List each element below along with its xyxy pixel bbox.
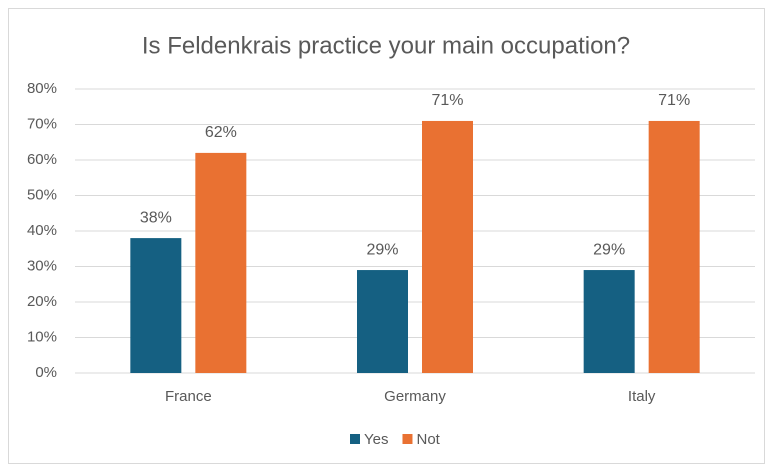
data-label: 62%	[205, 124, 237, 141]
y-tick-label: 40%	[27, 222, 57, 239]
bar	[195, 152, 247, 373]
bar	[648, 120, 700, 373]
data-label: 38%	[140, 209, 172, 226]
legend-label: Yes	[364, 431, 388, 448]
legend-swatch	[402, 434, 413, 444]
y-tick-label: 70%	[27, 115, 57, 132]
x-tick-label: Germany	[384, 388, 446, 405]
chart-title: Is Feldenkrais practice your main occupa…	[142, 32, 630, 59]
bar	[357, 270, 408, 373]
legend-swatch	[350, 434, 360, 444]
bar	[130, 238, 182, 373]
bar	[583, 270, 635, 373]
data-label: 71%	[431, 92, 463, 109]
x-tick-label: France	[165, 388, 212, 405]
y-tick-label: 50%	[27, 186, 57, 203]
chart-border	[8, 8, 765, 464]
x-tick-label: Italy	[628, 388, 656, 405]
data-label: 29%	[593, 241, 625, 258]
y-tick-label: 80%	[27, 80, 57, 97]
y-tick-label: 30%	[27, 257, 57, 274]
data-label: 71%	[658, 92, 690, 109]
data-label: 29%	[366, 241, 398, 258]
y-tick-label: 0%	[35, 364, 57, 381]
y-tick-label: 20%	[27, 293, 57, 310]
y-tick-label: 60%	[27, 151, 57, 168]
legend-label: Not	[416, 431, 440, 448]
y-tick-label: 10%	[27, 328, 57, 345]
bar	[422, 120, 473, 373]
